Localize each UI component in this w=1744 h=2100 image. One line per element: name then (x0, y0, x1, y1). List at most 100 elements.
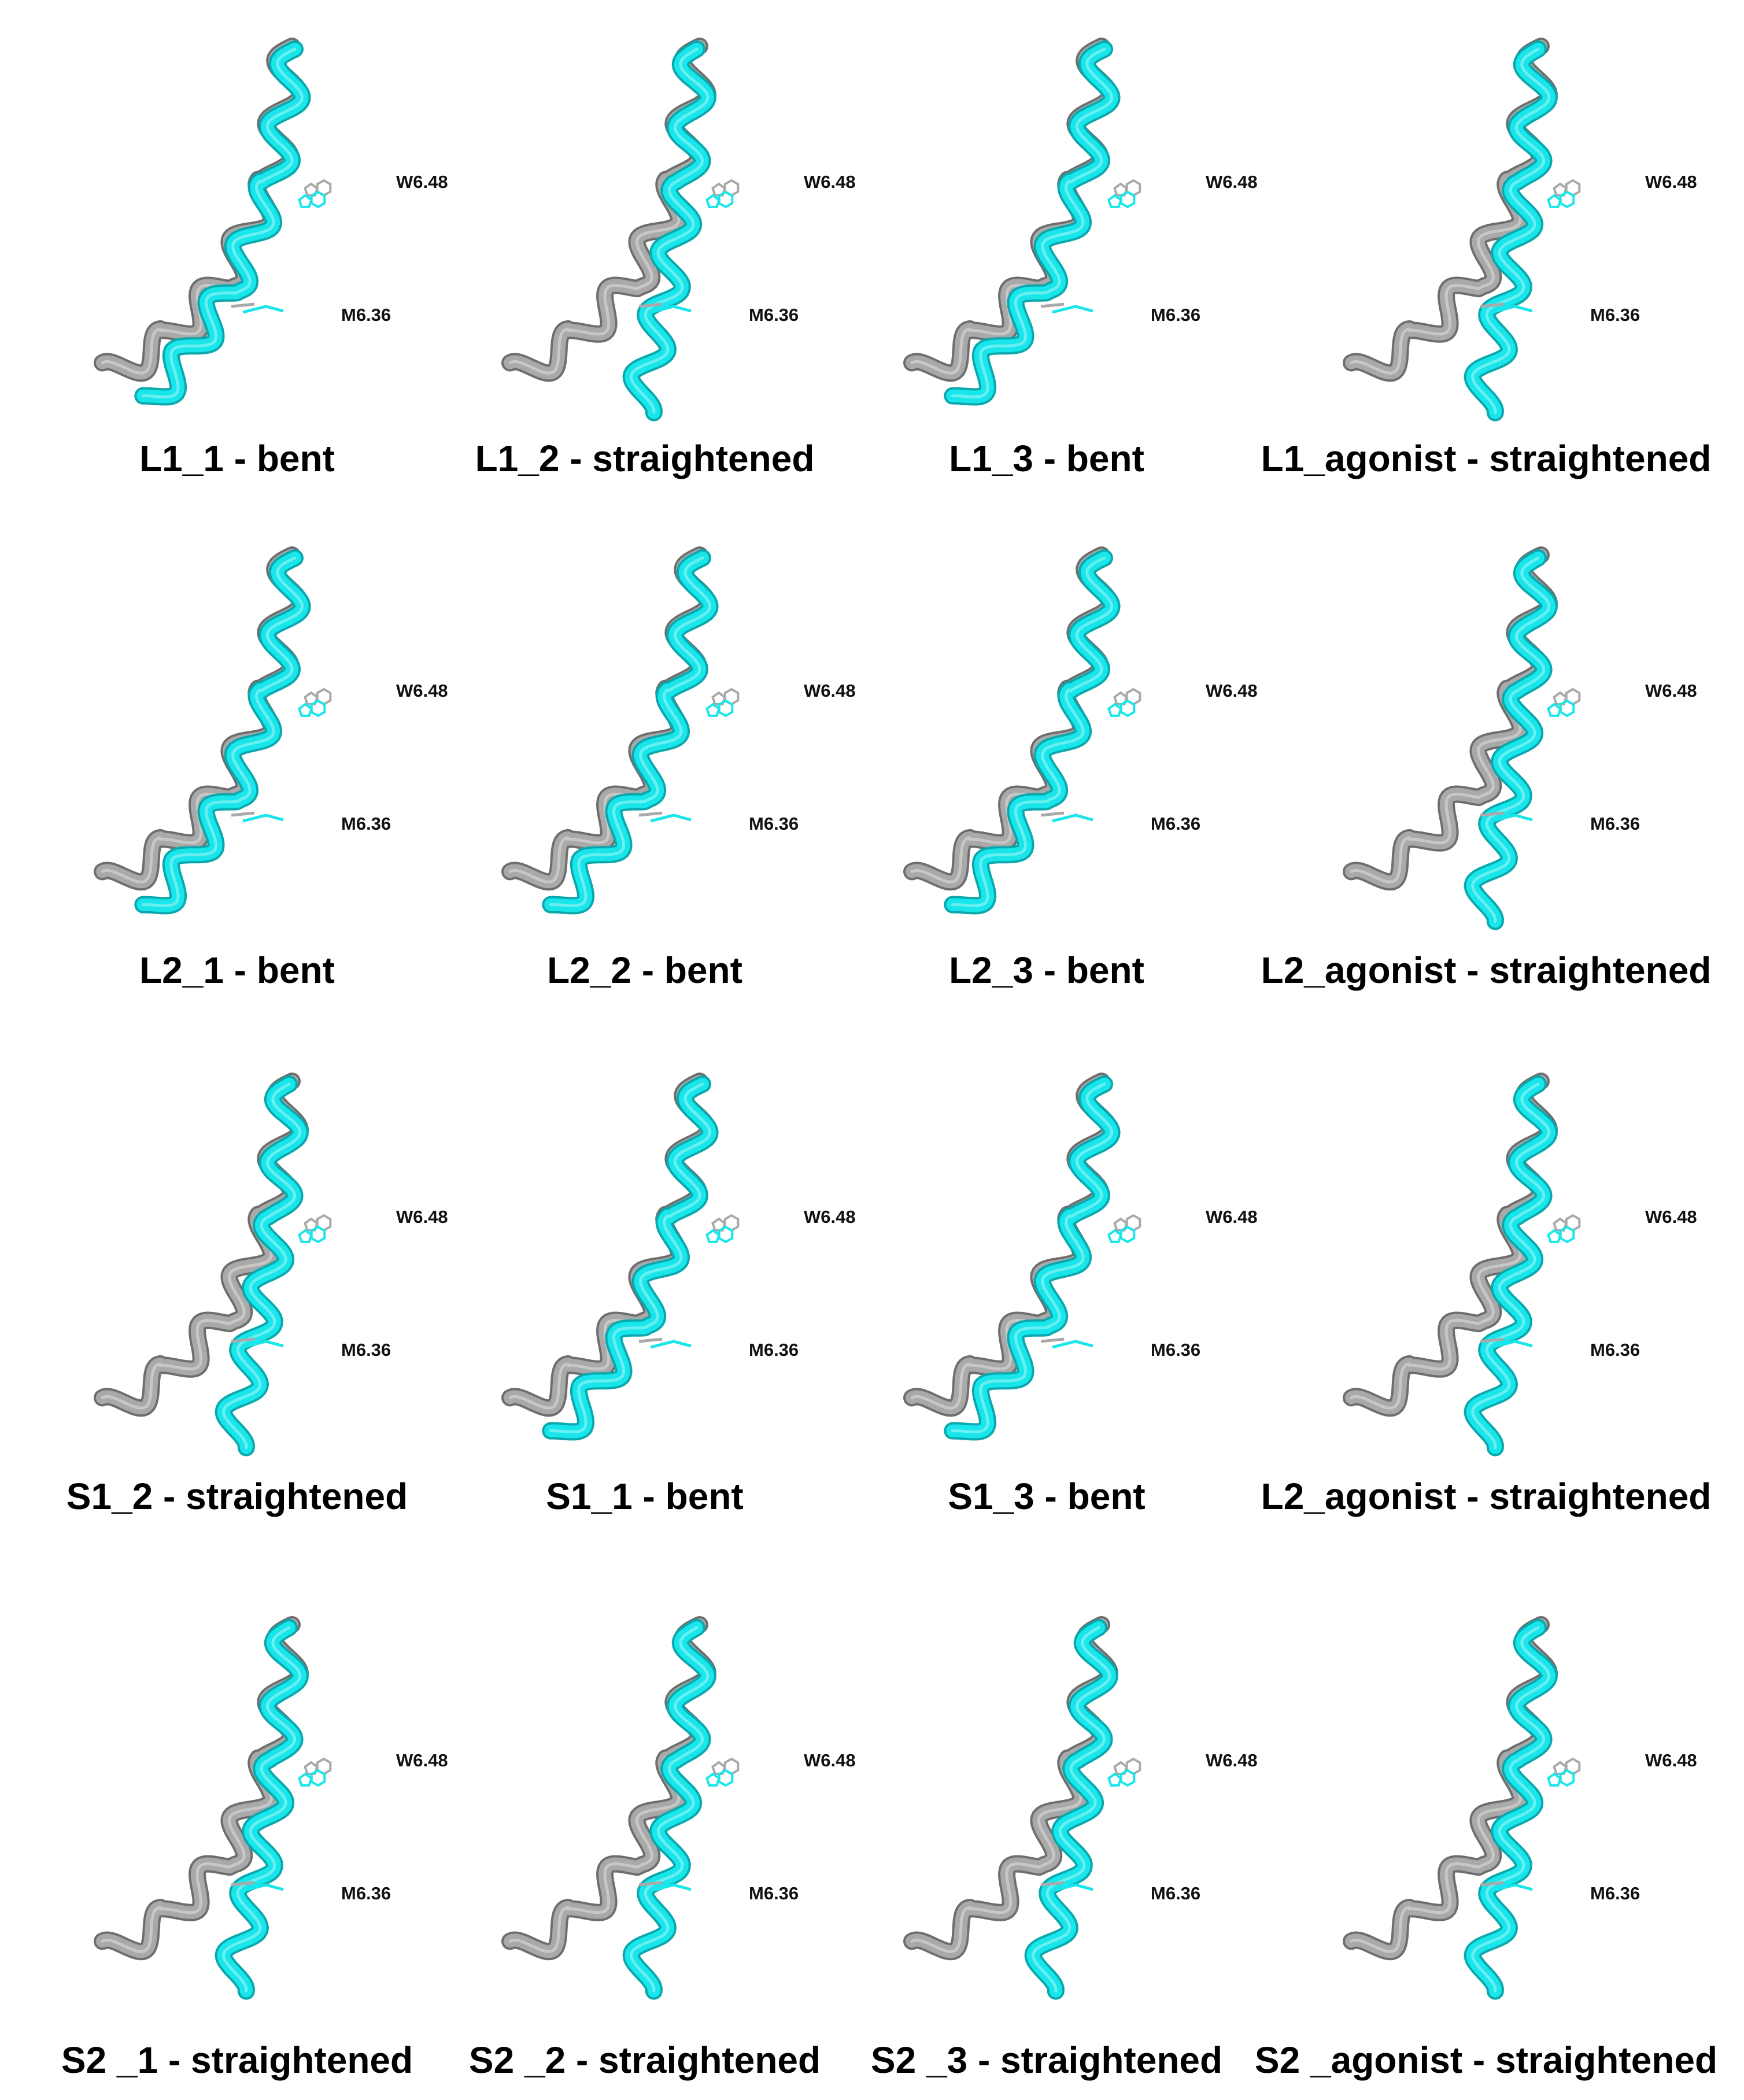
m636-sidechain (1040, 1881, 1093, 1892)
w648-sidechain-cyan (705, 699, 734, 718)
model-helix (134, 40, 311, 406)
panel-title: S1_1 - bent (546, 1476, 743, 1517)
m636-label: M6.36 (1151, 1340, 1200, 1360)
m636-sidechain (638, 811, 692, 823)
panel-title: L2_agonist - straightened (1261, 1476, 1712, 1517)
w648-label: W6.48 (396, 172, 448, 192)
m636-sidechain (1040, 811, 1093, 823)
w648-sidechain-cyan (1547, 1225, 1575, 1244)
m636-label: M6.36 (1151, 814, 1200, 834)
panel-16: W6.48 M6.36 S2 _agonist - straightened (1255, 1616, 1717, 2081)
w648-sidechain-cyan (1547, 190, 1575, 209)
model-helix (215, 1619, 309, 2000)
panel-15: W6.48 M6.36 S2 _3 - straightened (871, 1616, 1258, 2081)
m636-label: M6.36 (341, 305, 391, 325)
panel-title: L2_3 - bent (949, 949, 1144, 991)
w648-label: W6.48 (1206, 681, 1258, 701)
m636-sidechain (231, 811, 284, 823)
m636-sidechain (638, 1881, 692, 1892)
panel-1: W6.48 M6.36 L1_1 - bent (94, 38, 448, 479)
w648-sidechain-cyan (298, 699, 326, 718)
m636-sidechain (231, 302, 284, 314)
m636-label: M6.36 (1151, 1883, 1200, 1903)
w648-label: W6.48 (1645, 1750, 1697, 1770)
m636-label: M6.36 (749, 814, 799, 834)
model-helix (1464, 40, 1558, 422)
m636-sidechain (1480, 1337, 1533, 1349)
w648-label: W6.48 (1206, 172, 1258, 192)
panel-title: L1_agonist - straightened (1261, 438, 1712, 479)
model-helix (215, 1075, 309, 1456)
w648-sidechain-cyan (705, 1225, 734, 1244)
w648-label: W6.48 (1645, 1207, 1697, 1227)
panel-title: S2 _1 - straightened (61, 2039, 413, 2081)
m636-sidechain (1480, 302, 1533, 314)
w648-label: W6.48 (804, 1750, 856, 1770)
model-helix (542, 549, 719, 915)
w648-sidechain-cyan (298, 1225, 326, 1244)
panel-title: S2 _agonist - straightened (1255, 2039, 1717, 2081)
m636-label: M6.36 (1590, 1340, 1640, 1360)
w648-label: W6.48 (396, 1750, 448, 1770)
panel-8: W6.48 M6.36 L2_agonist - straightened (1261, 546, 1712, 991)
panel-6: W6.48 M6.36 L2_2 - bent (501, 546, 856, 991)
m636-sidechain (1040, 1337, 1093, 1349)
panel-3: W6.48 M6.36 L1_3 - bent (903, 38, 1258, 479)
panel-5: W6.48 M6.36 L2_1 - bent (94, 546, 448, 991)
w648-sidechain-cyan (1547, 1769, 1575, 1787)
model-helix (1464, 549, 1558, 930)
m636-label: M6.36 (341, 1883, 391, 1903)
m636-label: M6.36 (1590, 814, 1640, 834)
m636-sidechain (231, 1337, 284, 1349)
panel-4: W6.48 M6.36 L1_agonist - straightened (1261, 38, 1712, 479)
m636-sidechain (1480, 811, 1533, 823)
w648-sidechain-cyan (705, 190, 734, 209)
w648-label: W6.48 (1645, 681, 1697, 701)
w648-label: W6.48 (1206, 1207, 1258, 1227)
m636-label: M6.36 (749, 1883, 799, 1903)
w648-label: W6.48 (804, 681, 856, 701)
m636-label: M6.36 (1590, 1883, 1640, 1903)
panel-13: W6.48 M6.36 S2 _1 - straightened (61, 1616, 448, 2081)
panel-title: L2_1 - bent (139, 949, 335, 991)
w648-label: W6.48 (804, 172, 856, 192)
panel-title: L1_2 - straightened (475, 438, 815, 479)
panel-title: S2 _2 - straightened (469, 2039, 821, 2081)
panel-14: W6.48 M6.36 S2 _2 - straightened (469, 1616, 856, 2081)
panel-title: S1_2 - straightened (66, 1476, 408, 1517)
panel-title: L2_agonist - straightened (1261, 949, 1712, 991)
model-helix (944, 1075, 1121, 1441)
w648-label: W6.48 (804, 1207, 856, 1227)
m636-label: M6.36 (341, 1340, 391, 1360)
w648-label: W6.48 (1206, 1750, 1258, 1770)
model-helix (944, 549, 1121, 915)
w648-sidechain-cyan (298, 190, 326, 209)
w648-label: W6.48 (1645, 172, 1697, 192)
model-helix (134, 549, 311, 915)
w648-sidechain-cyan (705, 1769, 734, 1787)
w648-sidechain-cyan (298, 1769, 326, 1787)
model-helix (1464, 1619, 1558, 2000)
m636-label: M6.36 (749, 1340, 799, 1360)
panel-title: S2 _3 - straightened (871, 2039, 1222, 2081)
model-helix (542, 1075, 719, 1441)
model-helix (622, 1619, 716, 2000)
m636-sidechain (638, 302, 692, 314)
panel-title: L2_2 - bent (547, 949, 742, 991)
m636-sidechain (638, 1337, 692, 1349)
model-helix (1464, 1075, 1558, 1456)
w648-sidechain-cyan (1107, 699, 1136, 718)
panel-title: L1_1 - bent (139, 438, 335, 479)
w648-label: W6.48 (396, 681, 448, 701)
panel-title: L1_3 - bent (949, 438, 1144, 479)
panel-10: W6.48 M6.36 S1_1 - bent (501, 1073, 856, 1517)
model-helix (944, 40, 1121, 406)
panel-title: S1_3 - bent (948, 1476, 1145, 1517)
w648-sidechain-cyan (1107, 1769, 1136, 1787)
model-helix (1024, 1619, 1118, 2000)
panel-11: W6.48 M6.36 S1_3 - bent (903, 1073, 1258, 1517)
m636-sidechain (231, 1881, 284, 1892)
m636-sidechain (1480, 1881, 1533, 1892)
panel-2: W6.48 M6.36 L1_2 - straightened (475, 38, 856, 479)
